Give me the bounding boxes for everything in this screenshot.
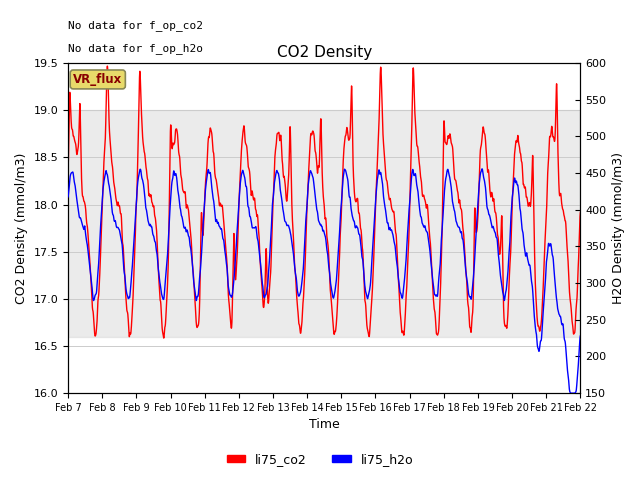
Text: VR_flux: VR_flux [73, 73, 122, 86]
Legend: li75_co2, li75_h2o: li75_co2, li75_h2o [221, 448, 419, 471]
X-axis label: Time: Time [309, 419, 340, 432]
Text: No data for f_op_h2o: No data for f_op_h2o [68, 43, 203, 54]
Y-axis label: H2O Density (mmol/m3): H2O Density (mmol/m3) [612, 152, 625, 304]
Bar [68, 110, 580, 336]
Title: CO2 Density: CO2 Density [276, 46, 372, 60]
Y-axis label: CO2 Density (mmol/m3): CO2 Density (mmol/m3) [15, 152, 28, 304]
Text: No data for f_op_co2: No data for f_op_co2 [68, 20, 203, 31]
